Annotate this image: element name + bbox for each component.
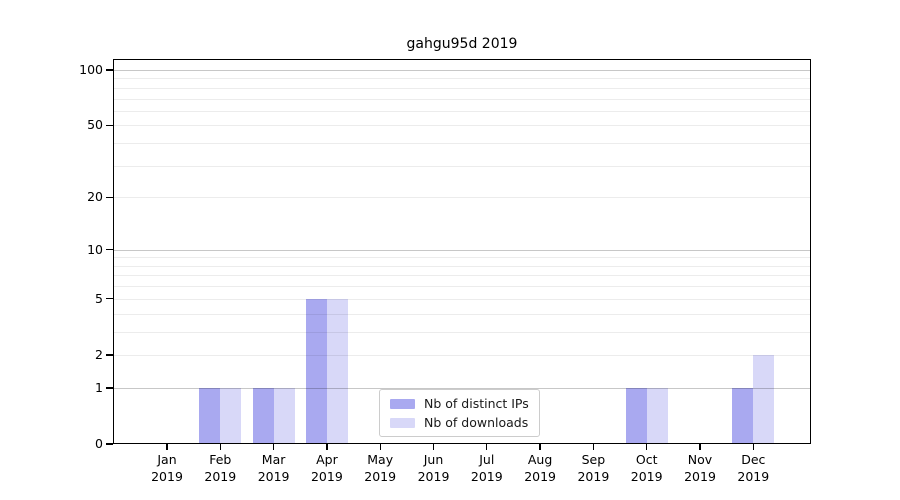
- x-axis-tick-mark: [432, 444, 435, 450]
- bar-distinct-ips-feb: [199, 387, 221, 444]
- gridline-5: [113, 298, 811, 300]
- legend-swatch-downloads: [390, 417, 415, 428]
- y-axis-tick-label: 20: [87, 189, 103, 205]
- gridline-1: [113, 387, 811, 389]
- gridline-80: [113, 87, 811, 89]
- y-axis-tick-mark: [106, 387, 113, 389]
- x-axis-tick-mark: [486, 444, 488, 450]
- x-axis-tick-label-sep: Sep 2019: [577, 452, 610, 484]
- gridline-70: [113, 98, 811, 100]
- gridline-3: [113, 331, 811, 333]
- y-axis-tick-mark: [106, 443, 113, 445]
- legend-item-downloads: Nb of downloads: [390, 415, 529, 430]
- x-axis-tick-label-may: May 2019: [364, 452, 397, 484]
- y-axis-tick-label: 5: [95, 290, 103, 306]
- bar-distinct-ips-mar: [252, 387, 274, 444]
- x-axis-tick-mark: [646, 444, 648, 450]
- y-axis-tick-label: 10: [87, 241, 103, 257]
- x-axis-tick-label-oct: Oct 2019: [630, 452, 663, 484]
- x-axis-tick-label-mar: Mar 2019: [257, 452, 290, 484]
- gridline-40: [113, 143, 811, 145]
- y-axis-tick-mark: [106, 124, 113, 127]
- legend-swatch-distinct-ips: [390, 398, 415, 409]
- x-axis-tick-mark: [592, 444, 595, 450]
- y-axis-tick-label: 1: [95, 379, 103, 395]
- plot-area: Nb of distinct IPs Nb of downloads: [113, 59, 811, 444]
- y-axis-tick-mark: [106, 298, 113, 300]
- y-axis-tick-label: 2: [95, 346, 103, 362]
- bar-downloads-apr: [326, 298, 348, 444]
- x-axis-tick-mark: [752, 444, 754, 450]
- bar-distinct-ips-oct: [625, 387, 647, 444]
- bar-downloads-mar: [273, 387, 295, 444]
- y-axis-tick-mark: [106, 354, 113, 356]
- y-axis-tick-label: 100: [79, 62, 103, 77]
- plot-border: [113, 59, 811, 444]
- y-axis-tick-mark: [106, 196, 113, 198]
- gridline-50: [113, 125, 811, 127]
- x-axis-tick-label-feb: Feb 2019: [204, 452, 237, 484]
- x-axis-tick-mark: [272, 444, 275, 450]
- y-axis-tick-label: 50: [87, 117, 103, 133]
- legend-label-distinct-ips: Nb of distinct IPs: [424, 396, 529, 411]
- x-axis-tick-mark: [539, 444, 541, 450]
- gridline-8: [113, 265, 811, 267]
- gridline-6: [113, 286, 811, 288]
- gridline-20: [113, 197, 811, 199]
- bar-distinct-ips-apr: [305, 298, 327, 444]
- y-axis-tick-mark: [106, 248, 113, 251]
- x-axis-tick-label-jul: Jul 2019: [470, 452, 503, 484]
- legend-label-downloads: Nb of downloads: [424, 415, 529, 430]
- y-axis-tick-label: 0: [95, 436, 103, 451]
- x-axis-tick-label-aug: Aug 2019: [524, 452, 556, 484]
- x-axis-tick-mark: [326, 444, 328, 450]
- x-axis-tick-mark: [219, 444, 221, 450]
- bar-downloads-feb: [220, 387, 242, 444]
- gridline-9: [113, 257, 811, 259]
- gridline-7: [113, 275, 811, 277]
- x-axis-tick-mark: [699, 444, 701, 450]
- legend: Nb of distinct IPs Nb of downloads: [379, 389, 540, 437]
- bar-downloads-dec: [753, 354, 775, 444]
- x-axis-tick-label-jan: Jan 2019: [151, 452, 183, 484]
- gridline-60: [113, 110, 811, 112]
- gridline-10: [113, 249, 811, 251]
- bar-downloads-oct: [646, 387, 668, 444]
- legend-item-distinct-ips: Nb of distinct IPs: [390, 396, 529, 411]
- x-axis-tick-mark: [379, 444, 381, 450]
- gridline-100: [113, 70, 811, 71]
- gridline-4: [113, 313, 811, 315]
- x-axis-tick-label-jun: Jun 2019: [417, 452, 450, 484]
- x-axis-tick-label-dec: Dec 2019: [737, 452, 770, 484]
- gridline-90: [113, 78, 811, 80]
- bar-distinct-ips-dec: [732, 387, 754, 444]
- gridline-30: [113, 165, 811, 167]
- x-axis-tick-label-nov: Nov 2019: [684, 452, 716, 484]
- chart-title: gahgu95d 2019: [406, 36, 518, 52]
- gridline-2: [113, 354, 811, 356]
- y-axis-tick-mark: [106, 69, 113, 71]
- x-axis-tick-mark: [166, 444, 168, 450]
- x-axis-tick-label-apr: Apr 2019: [310, 452, 343, 484]
